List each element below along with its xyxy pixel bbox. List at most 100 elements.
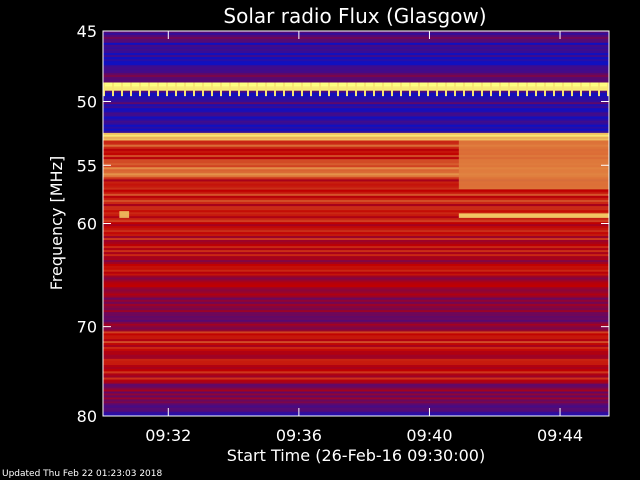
spectrum-row (103, 102, 609, 105)
updated-timestamp: Updated Thu Feb 22 01:23:03 2018 (2, 469, 163, 479)
spectrum-row (103, 407, 609, 410)
spectrum-band (103, 256, 609, 288)
spectrum-row (103, 248, 609, 251)
spectrum-band (103, 31, 609, 44)
spectrum-row (103, 397, 609, 400)
spectrum-row (103, 391, 609, 394)
spectrum-row (103, 171, 609, 174)
spectrum-row (103, 144, 609, 148)
interference-mark (535, 82, 537, 97)
interference-mark (481, 82, 483, 97)
spectrum-row (103, 61, 609, 64)
spectrum-row (103, 281, 609, 284)
spectrum-row (103, 63, 609, 66)
spectrum-row (103, 314, 609, 317)
interference-mark (121, 82, 123, 97)
spectrum-row (103, 244, 609, 247)
spectrum-row (103, 363, 609, 366)
spectrum-row (103, 291, 609, 294)
time-texture (103, 82, 609, 97)
interference-mark (265, 82, 267, 97)
spectrum-row (103, 96, 609, 99)
spectrum-row (103, 297, 609, 301)
spectrum-row (103, 199, 609, 203)
spectrum-row (103, 303, 609, 307)
spectrum-row (103, 228, 609, 231)
interference-mark (472, 82, 474, 97)
spectrum-row (103, 383, 609, 386)
spectrum-row (103, 339, 609, 342)
spectrum-row (103, 75, 609, 78)
spectrum-row (103, 163, 609, 166)
interference-mark (130, 82, 132, 97)
spectrum-row (103, 333, 609, 336)
spectrum-row (103, 195, 609, 199)
spectrum-row (103, 220, 609, 223)
spectrum-row (103, 53, 609, 56)
spectrum-row (103, 299, 609, 303)
spectrum-row (103, 295, 609, 298)
spectrum-row (103, 161, 609, 164)
y-tick-label: 80 (77, 407, 97, 426)
spectrum-row (103, 140, 609, 143)
x-tick-label: 09:32 (145, 426, 191, 445)
spectrum-row (103, 34, 609, 38)
spectrum-row (103, 69, 609, 72)
spectrum-row (103, 212, 609, 215)
spectrum-row (103, 175, 609, 178)
spectrum-row (103, 155, 609, 158)
spectrum-row (103, 335, 609, 338)
spectrum-row (103, 250, 609, 253)
spectrum-row (103, 181, 609, 184)
x-axis: 09:32 09:36 09:40 09:44 (145, 31, 583, 445)
spectrum-row (103, 283, 609, 286)
spectrum-row (103, 110, 609, 113)
spectrum-row (103, 130, 609, 134)
interference-mark (139, 82, 141, 97)
interference-mark (184, 82, 186, 97)
interference-mark (409, 82, 411, 97)
interference-mark (103, 82, 105, 97)
spectrum-row (103, 273, 609, 276)
spectrum-row (103, 343, 609, 346)
spectrum-row (103, 31, 609, 34)
spectrum-row (103, 57, 609, 60)
spectrum-row (103, 346, 609, 350)
spectrum-row (103, 275, 609, 278)
spectrum-row (103, 224, 609, 227)
spectrum-row (103, 405, 609, 408)
spectrum-row (103, 323, 609, 326)
spectrum-row (103, 234, 609, 237)
spectrum-row (103, 126, 609, 130)
interference-mark (589, 82, 591, 97)
spectrum-row (103, 40, 609, 44)
spectrum-row (103, 73, 609, 76)
spectrum-row (103, 360, 609, 364)
spectrum-row (103, 379, 609, 382)
spectrum-row (103, 327, 609, 330)
plot-area (102, 30, 610, 417)
spectrum-row (103, 50, 609, 54)
spectrum-row (103, 375, 609, 378)
spectrum-row (103, 354, 609, 358)
spectrum-band (103, 403, 609, 417)
spectrum-row (103, 226, 609, 229)
interference-mark (499, 82, 501, 97)
spectrum-row (103, 371, 609, 374)
interference-mark (355, 82, 357, 97)
spectrum-row (103, 305, 609, 309)
interference-mark (337, 82, 339, 97)
spectrum-row (103, 358, 609, 362)
y-axis-label: Frequency [MHz] (47, 156, 66, 290)
x-axis-label: Start Time (26-Feb-16 09:30:00) (227, 446, 485, 465)
interference-mark (247, 82, 249, 97)
interference-mark (256, 82, 258, 97)
spectrum-row (103, 78, 609, 81)
spectrum-row (103, 106, 609, 109)
interference-mark (202, 82, 204, 97)
spectrum-row (103, 65, 609, 68)
spectrum-row (103, 152, 609, 156)
spectrum-row (103, 71, 609, 74)
radio-burst (458, 213, 609, 218)
spectrum-row (103, 317, 609, 321)
